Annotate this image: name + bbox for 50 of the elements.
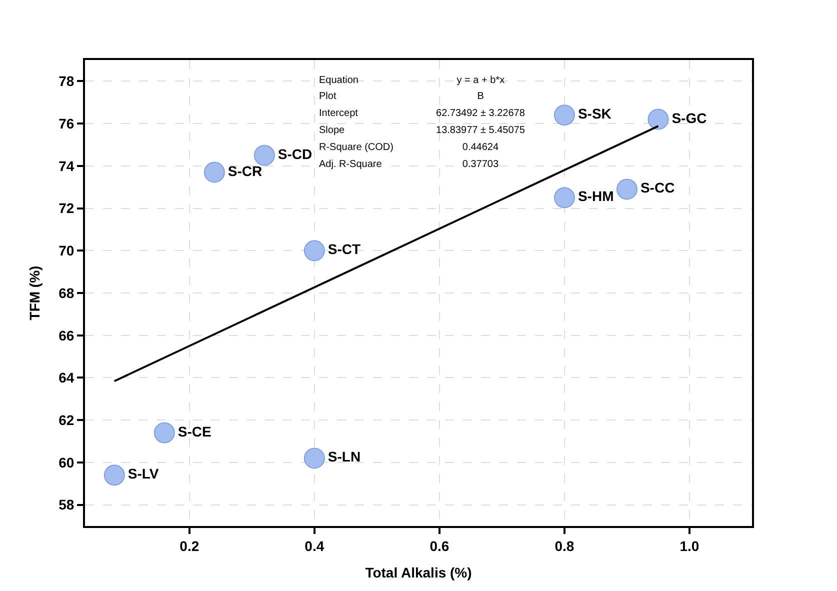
x-tick-label: 1.0 xyxy=(680,538,700,554)
annotation: 13.83977 ± 5.45075 xyxy=(436,124,526,136)
series-label: S-CR xyxy=(228,162,262,179)
point xyxy=(304,240,325,262)
point xyxy=(204,162,225,183)
point xyxy=(104,464,125,486)
point xyxy=(254,144,275,166)
series-label: S-SK xyxy=(578,106,612,122)
annotation: Intercept xyxy=(319,108,358,119)
y-tick-label: 58 xyxy=(58,496,74,513)
annotation: R-Square (COD) xyxy=(319,142,394,153)
annotation: B xyxy=(477,90,484,102)
x-tick-label: 0.4 xyxy=(304,538,324,554)
annotation: 0.44624 xyxy=(462,142,499,153)
series-label: S-CC xyxy=(640,180,675,196)
x-axis-title: Total Alkalis (%) xyxy=(365,564,472,581)
point xyxy=(648,108,669,130)
y-tick-label: 60 xyxy=(58,454,74,470)
y-tick-label: 74 xyxy=(58,158,74,174)
annotation: 0.37703 xyxy=(462,158,499,170)
series-label: S-GC xyxy=(672,110,707,126)
series-label: S-LV xyxy=(128,466,160,482)
point xyxy=(154,422,175,444)
y-tick-label: 78 xyxy=(58,73,74,90)
annotation: 62.73492 ± 3.22678 xyxy=(436,108,526,119)
point xyxy=(554,104,575,126)
series-label: S-CD xyxy=(278,146,312,162)
series-label: S-LN xyxy=(328,448,361,465)
y-tick-label: 76 xyxy=(58,115,74,132)
x-tick-label: 0.2 xyxy=(180,538,200,554)
series-label: S-CE xyxy=(178,423,212,440)
y-tick-label: 68 xyxy=(58,284,74,301)
y-tick-label: 72 xyxy=(58,200,74,216)
y-axis-title: TFM (%) xyxy=(26,266,43,320)
x-tick-label: 0.8 xyxy=(554,538,574,554)
annotation: Equation xyxy=(319,74,358,86)
y-tick-label: 62 xyxy=(58,412,74,428)
series-label: S-HM xyxy=(578,188,614,204)
point xyxy=(304,448,325,469)
x-tick-label: 0.6 xyxy=(430,538,450,554)
series-label: S-CT xyxy=(328,241,362,258)
point xyxy=(554,187,575,208)
y-tick-label: 64 xyxy=(58,370,74,386)
y-tick-label: 66 xyxy=(58,327,74,344)
annotation: Adj. R-Square xyxy=(319,158,382,170)
annotation: Slope xyxy=(319,124,346,136)
annotation: y = a + b*x xyxy=(456,74,505,86)
annotation: Plot xyxy=(319,90,336,102)
point xyxy=(616,178,638,200)
y-tick-label: 70 xyxy=(58,242,74,259)
